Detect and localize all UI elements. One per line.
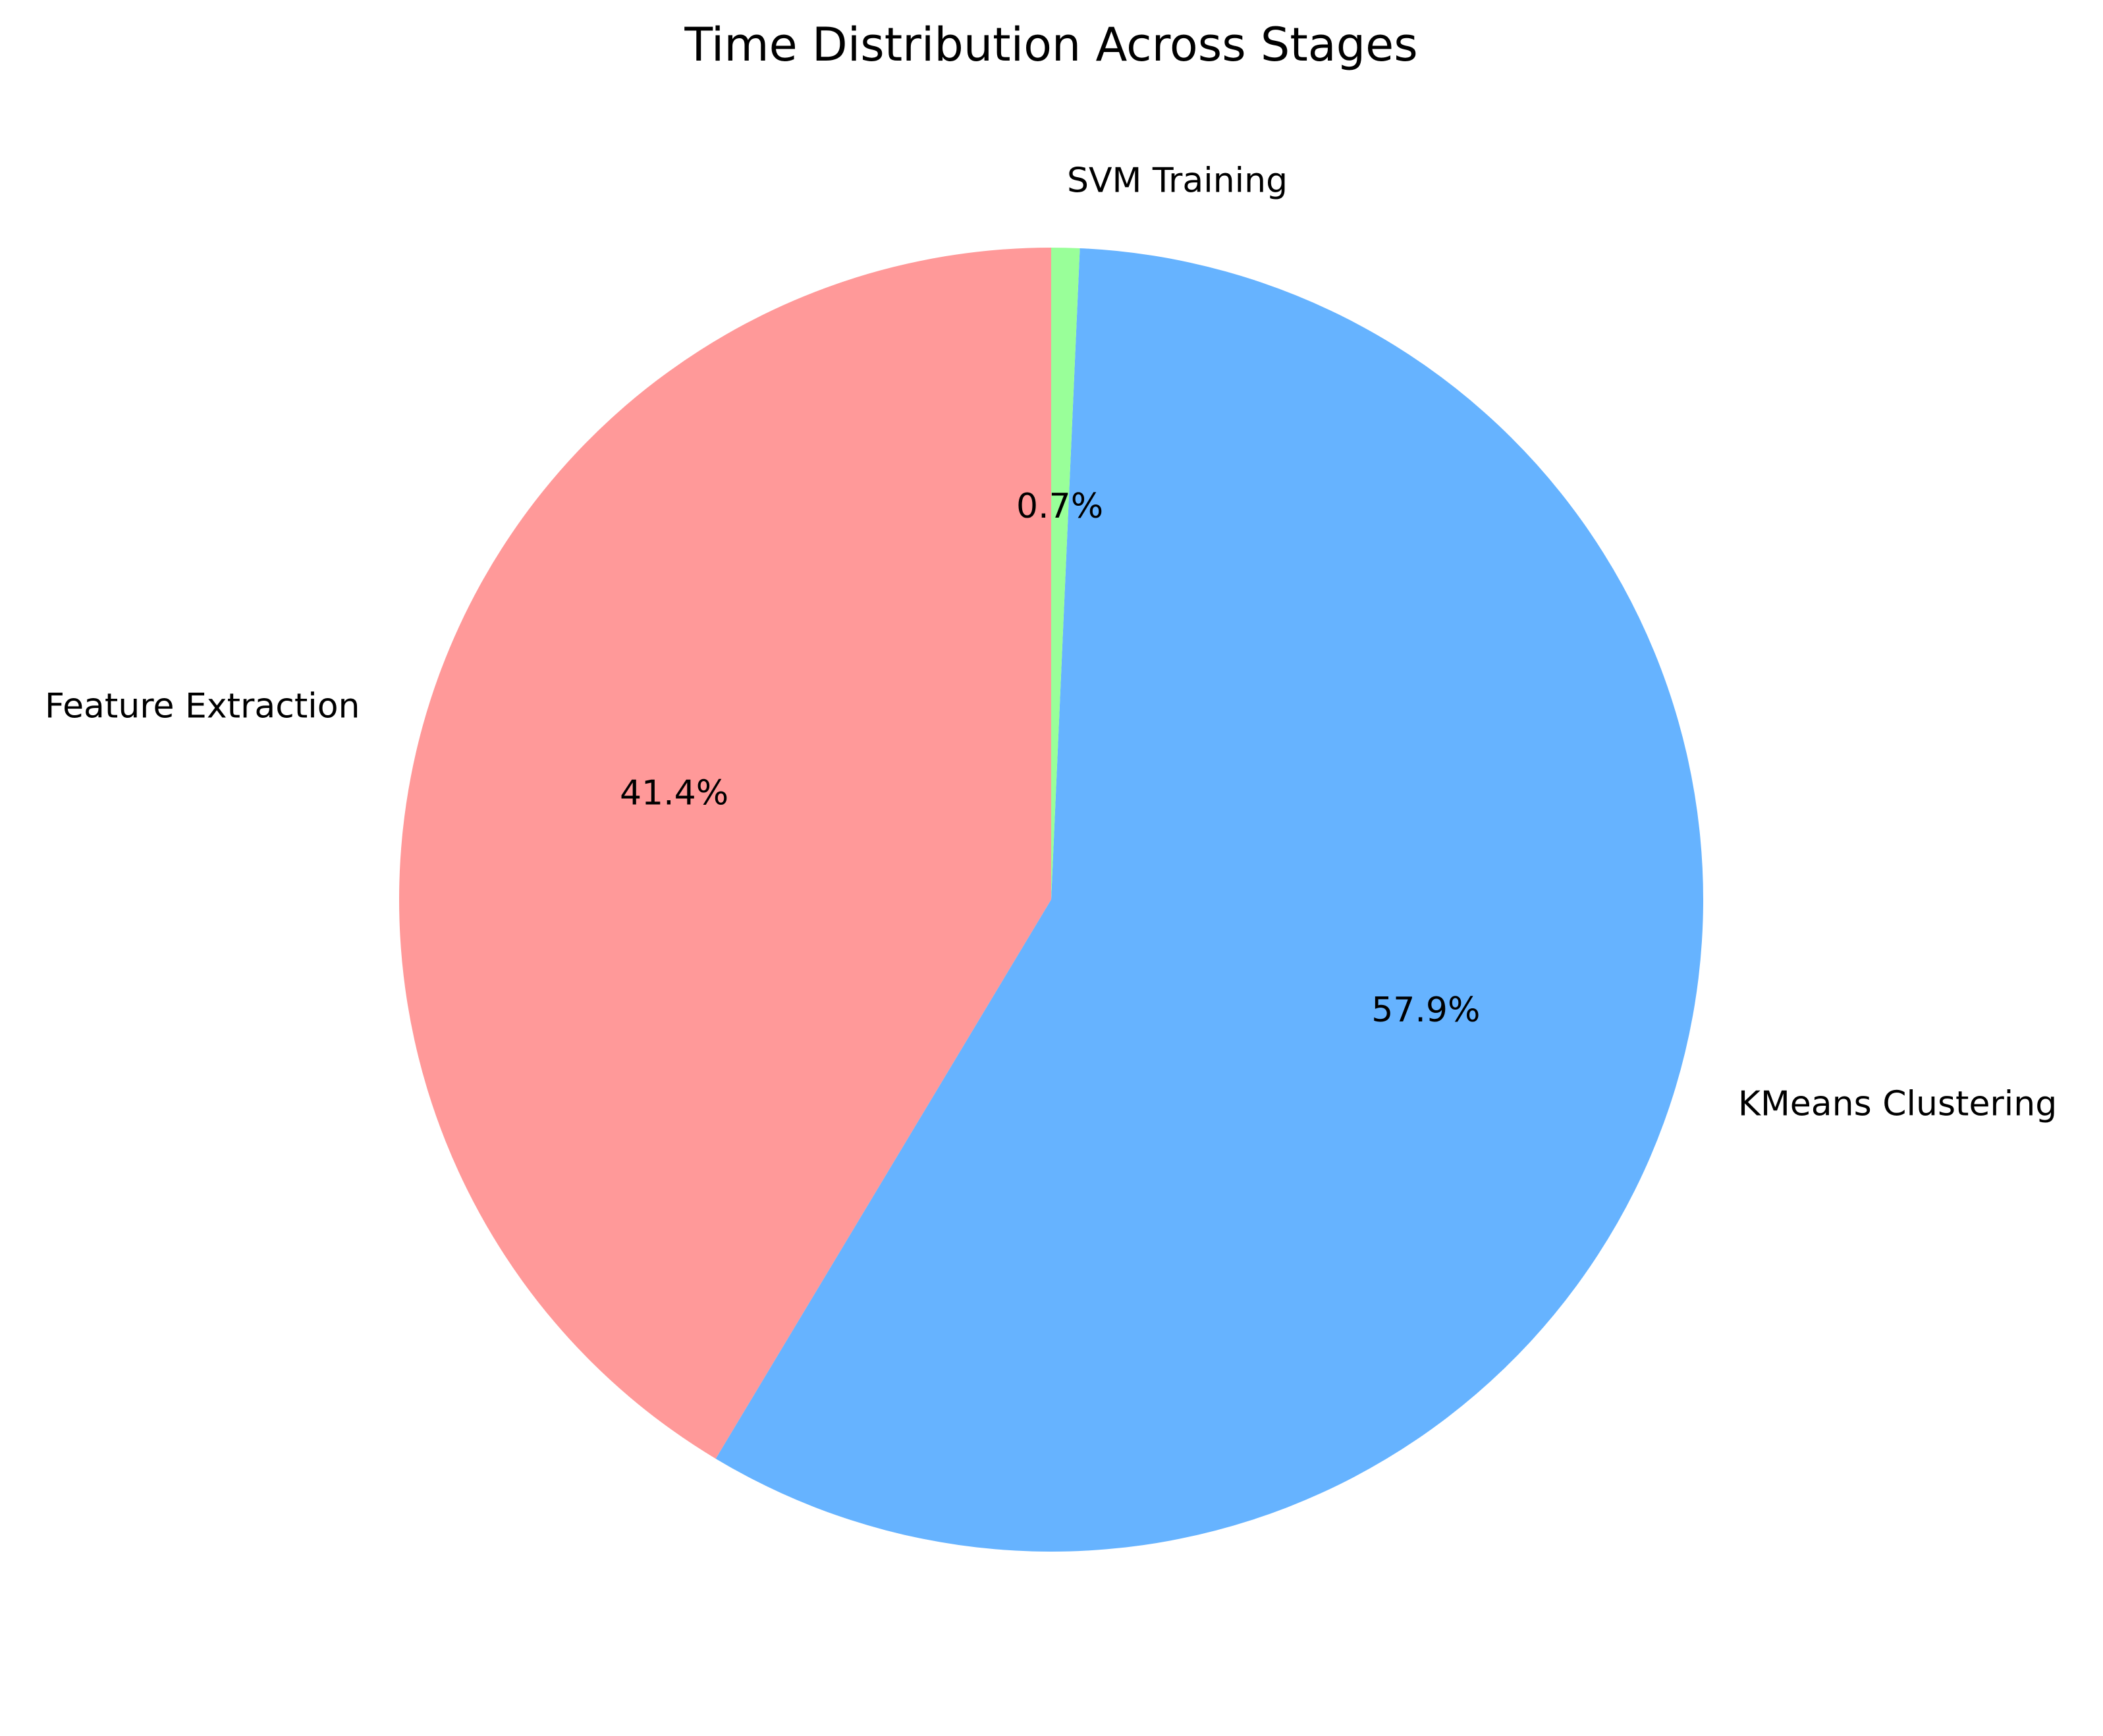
pie-slice-svm-training [1051, 248, 1080, 900]
chart-title: Time Distribution Across Stages [684, 18, 1417, 72]
pct-label-svm-training: 0.7% [1016, 487, 1103, 526]
pie-slices [398, 248, 1703, 1552]
pct-label-kmeans-clustering: 57.9% [1371, 990, 1480, 1030]
pie-slice-feature-extraction [398, 248, 1051, 1459]
pct-label-feature-extraction: 41.4% [620, 773, 728, 813]
pie-slice-kmeans-clustering [715, 248, 1703, 1552]
slice-label-svm-training: SVM Training [1067, 161, 1288, 200]
slice-label-kmeans-clustering: KMeans Clustering [1738, 1085, 2057, 1124]
slice-label-feature-extraction: Feature Extraction [45, 686, 360, 726]
pie-labels: Feature Extraction 41.4% KMeans Clustering… [45, 161, 2057, 1124]
